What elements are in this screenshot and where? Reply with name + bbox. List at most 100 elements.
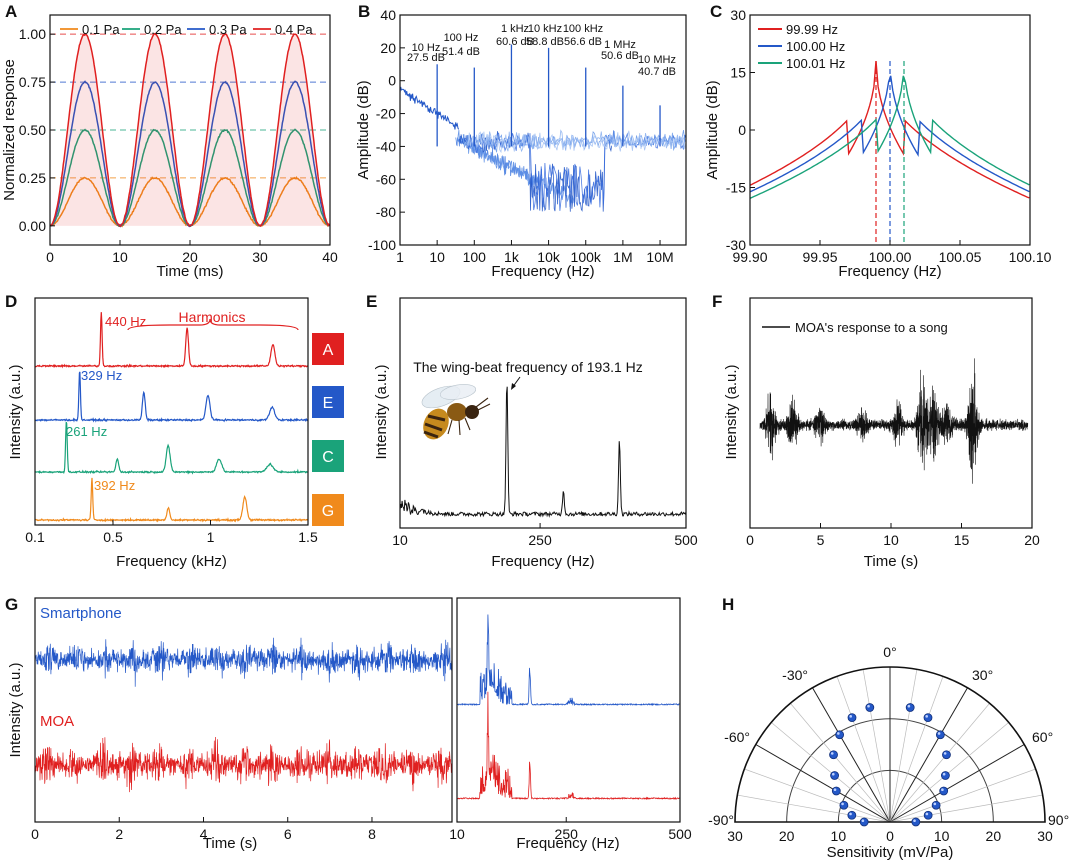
legend-label: 0.4 Pa — [275, 22, 313, 37]
point-highlight — [849, 715, 853, 718]
point-highlight — [933, 802, 937, 806]
point-highlight — [833, 788, 837, 791]
x-tick-label: 1k — [504, 249, 520, 265]
sensitivity-point — [939, 786, 949, 796]
note-badge-label: G — [322, 503, 334, 520]
x-axis-label: Frequency (Hz) — [491, 263, 594, 280]
point-highlight — [849, 812, 852, 816]
point-highlight — [861, 819, 865, 822]
y-tick-label: 0 — [388, 73, 396, 89]
y-axis-label: Intensity (a.u.) — [7, 364, 24, 459]
y-axis-label: Normalized response — [1, 59, 18, 201]
panel-H: H-90°-60°-30°0°30°60°90°30 20 10 0 10 20 30Sen… — [708, 595, 1069, 860]
note-badge — [312, 494, 344, 526]
x-axis-label: Time (ms) — [157, 263, 224, 280]
x-tick-label: 30 — [252, 249, 268, 265]
sensitivity-point — [839, 800, 849, 810]
polar-spoke — [790, 703, 891, 823]
sensitivity-point — [935, 730, 945, 740]
radial-tick-label: 0 — [886, 828, 894, 844]
polar-spoke — [889, 676, 944, 823]
point-highlight — [830, 752, 834, 755]
x-axis-label: Frequency (kHz) — [116, 553, 227, 570]
plot-frame — [399, 297, 687, 529]
peak-frequency-label: 10 Hz — [412, 42, 441, 54]
peak-frequency-label: 1 kHz — [501, 23, 529, 35]
note-badge-label: E — [323, 395, 334, 412]
sensitivity-point — [941, 771, 950, 780]
sensitivity-point — [835, 730, 845, 740]
note-badge — [312, 386, 344, 418]
note-badge — [312, 440, 344, 472]
x-tick-label: 40 — [322, 249, 338, 265]
radial-tick-label: 10 — [934, 828, 950, 844]
spectrum-trace — [466, 130, 687, 154]
x-tick-label: 10 — [449, 826, 465, 842]
plot-frame — [34, 297, 309, 526]
polar-spoke — [889, 722, 1009, 823]
x-tick-label: 99.95 — [802, 249, 837, 265]
polar-spoke — [771, 722, 891, 823]
x-tick-label: 500 — [668, 826, 692, 842]
x-tick-label: 100.00 — [869, 249, 912, 265]
bee-illustration — [421, 384, 491, 440]
panel-D: D 440 Hz A 329 Hz E 261 Hz C 392 Hz G Harmonics 0.… — [5, 292, 344, 570]
note-spectrum — [34, 312, 309, 369]
bee-head — [465, 405, 479, 419]
frequency-spectrum-smartphone — [456, 614, 681, 707]
point-highlight — [907, 704, 911, 708]
x-axis-label: Frequency (Hz) — [838, 263, 941, 280]
spectrum-trace — [457, 129, 575, 208]
frequency-spectrum-moa — [456, 691, 681, 801]
panel-label: C — [710, 2, 722, 21]
peak-db-label: 27.5 dB — [407, 52, 445, 64]
bee-legs — [447, 397, 491, 436]
sensitivity-point — [911, 817, 921, 827]
point-highlight — [942, 772, 946, 776]
angle-label: 0° — [883, 644, 896, 660]
sensitivity-point — [931, 800, 941, 810]
peak-db-label: 56.6 dB — [564, 36, 602, 48]
angle-label: 60° — [1032, 729, 1053, 745]
x-tick-label: 100.10 — [1009, 249, 1052, 265]
legend-label: 0.3 Pa — [209, 22, 247, 37]
harmonics-label: Harmonics — [179, 309, 246, 325]
spectrum-trace-low — [399, 86, 460, 130]
point-highlight — [943, 752, 947, 755]
point-highlight — [837, 732, 840, 735]
note-badge-label: A — [323, 342, 334, 359]
point-highlight — [925, 812, 929, 816]
y-axis-label: Intensity (a.u.) — [373, 364, 390, 459]
sensitivity-point — [831, 786, 841, 796]
polar-spoke — [889, 687, 968, 823]
y-tick-label: 40 — [380, 7, 396, 23]
bee-thorax — [447, 403, 467, 421]
legend-label: 100.00 Hz — [786, 39, 845, 54]
polar-spoke — [889, 669, 918, 823]
peak-db-label: 50.6 dB — [601, 50, 639, 62]
sensitivity-point — [923, 810, 933, 820]
x-tick-label: 0 — [31, 826, 39, 842]
polar-spoke — [744, 768, 891, 823]
resonance-curve — [749, 75, 1030, 199]
panel-label: D — [5, 292, 17, 311]
panel-label: F — [712, 292, 722, 311]
y-tick-label: 0.50 — [19, 122, 46, 138]
fundamental-label: 261 Hz — [66, 424, 107, 439]
sensitivity-point — [847, 810, 857, 820]
note-badge-label: C — [322, 449, 334, 466]
y-tick-label: -20 — [376, 106, 396, 122]
legend-label: MOA's response to a song — [795, 320, 948, 335]
panel-label: A — [5, 2, 17, 21]
panel-C: C 99.90 99.95 100.00 100.05 100.10 -30 -15 0 15 30… — [704, 2, 1052, 280]
panel-G: G Smartphone MOA 0 2 4 6 8 Time (s) Intensity (a.… — [5, 595, 692, 852]
polar-spoke — [889, 794, 1043, 823]
angle-label: 90° — [1048, 812, 1069, 828]
y-tick-label: 20 — [380, 40, 396, 56]
series-line-04Pa — [49, 32, 330, 228]
x-tick-label: 6 — [284, 826, 292, 842]
polar-spoke — [862, 669, 891, 823]
point-highlight — [937, 732, 941, 735]
angle-label: -90° — [708, 812, 734, 828]
